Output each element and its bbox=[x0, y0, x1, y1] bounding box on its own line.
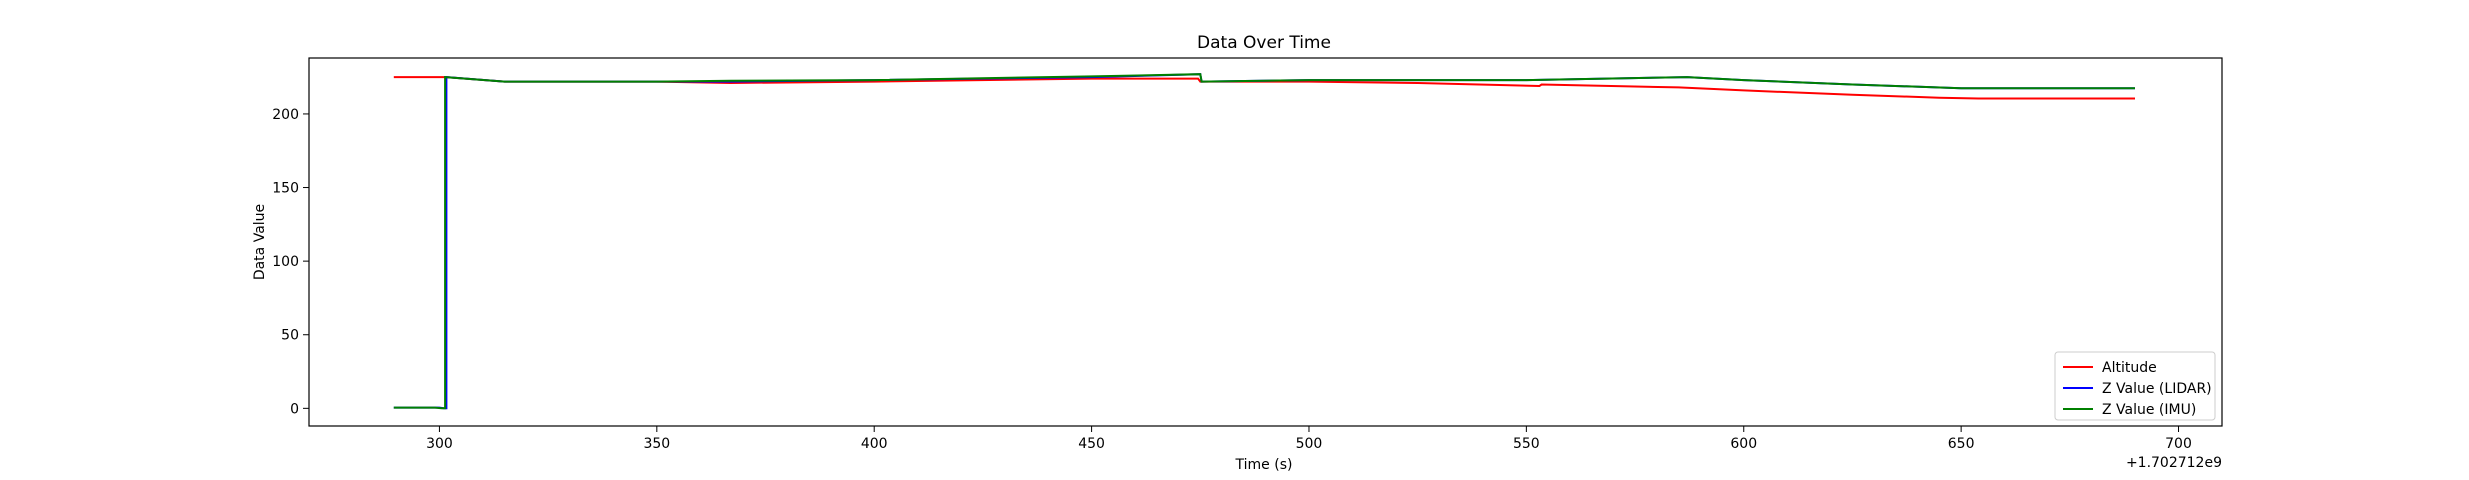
x-tick-label: 300 bbox=[426, 436, 453, 452]
chart-title: Data Over Time bbox=[1197, 33, 1331, 53]
x-tick-label: 550 bbox=[1513, 436, 1540, 452]
legend-label-1: Z Value (LIDAR) bbox=[2102, 381, 2212, 397]
x-tick-label: 500 bbox=[1296, 436, 1323, 452]
y-axis-label: Data Value bbox=[252, 204, 268, 280]
legend-box bbox=[2054, 351, 2216, 421]
y-tick-label: 50 bbox=[281, 328, 299, 344]
series-line-2 bbox=[393, 73, 2135, 410]
x-tick-label: 450 bbox=[1078, 436, 1105, 452]
x-axis: 300 350 400 450 500 550 600 650 700 bbox=[426, 426, 2192, 452]
series-layer bbox=[393, 73, 2135, 410]
x-tick-label: 350 bbox=[643, 436, 670, 452]
x-axis-label: Time (s) bbox=[1235, 457, 1293, 473]
x-tick-label: 700 bbox=[2165, 436, 2192, 452]
x-tick-label: 650 bbox=[1948, 436, 1975, 452]
y-tick-label: 200 bbox=[272, 107, 299, 123]
x-tick-label: 400 bbox=[861, 436, 888, 452]
y-tick-label: 150 bbox=[272, 181, 299, 197]
y-tick-label: 100 bbox=[272, 254, 299, 270]
plot-area-frame bbox=[308, 57, 2223, 427]
series-line-1 bbox=[393, 73, 2135, 410]
x-offset-label: +1.702712e9 bbox=[2126, 455, 2222, 471]
x-tick-label: 600 bbox=[1730, 436, 1757, 452]
y-tick-label: 0 bbox=[290, 401, 299, 417]
legend-label-2: Z Value (IMU) bbox=[2102, 402, 2196, 418]
legend-label-0: Altitude bbox=[2102, 360, 2157, 376]
y-axis: 0 50 100 150 200 bbox=[272, 107, 309, 417]
legend: Altitude Z Value (LIDAR) Z Value (IMU) bbox=[2054, 351, 2216, 421]
